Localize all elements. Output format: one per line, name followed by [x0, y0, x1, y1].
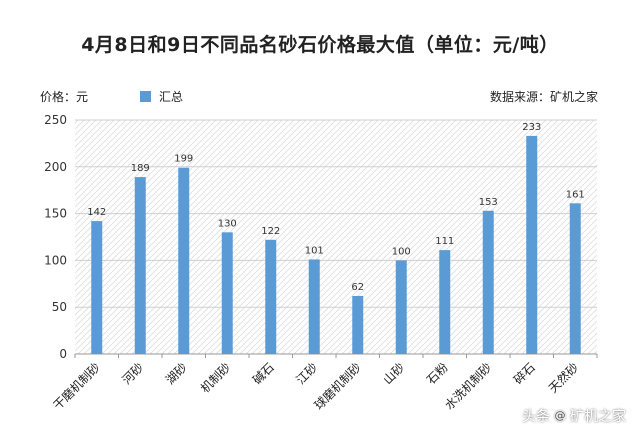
data-label: 233: [522, 122, 541, 133]
at-icon: @: [553, 409, 567, 423]
data-label: 130: [218, 218, 237, 229]
x-tick-label: 天然砂: [545, 360, 581, 396]
x-tick-label: 湖砂: [162, 360, 190, 388]
legend: 汇总: [140, 88, 183, 105]
data-label: 189: [131, 163, 150, 174]
bar: [526, 135, 538, 354]
unit-label: 价格：元: [40, 90, 89, 104]
legend-label: 汇总: [159, 90, 184, 104]
bar: [439, 250, 451, 354]
x-tick-label: 干磨机制砂: [51, 360, 103, 412]
plot-area: [75, 120, 597, 354]
x-tick-label: 机制砂: [198, 360, 233, 395]
bar: [395, 260, 407, 354]
bar: [91, 221, 103, 354]
x-tick-label: 碎石: [510, 360, 538, 388]
x-tick-label: 江砂: [293, 360, 320, 387]
watermark-name: 矿机之家: [570, 409, 626, 425]
data-label: 161: [566, 189, 585, 200]
watermark-prefix: 头条: [522, 409, 550, 425]
x-tick-label: 河砂: [119, 360, 146, 387]
y-tick-label: 50: [52, 300, 67, 314]
bar: [569, 203, 581, 354]
y-tick-label: 150: [44, 207, 67, 221]
bar: [308, 259, 320, 354]
data-label: 142: [87, 207, 106, 218]
y-tick-label: 100: [44, 253, 67, 267]
data-label: 111: [435, 236, 454, 247]
y-tick-label: 200: [44, 160, 67, 174]
bar: [352, 295, 364, 354]
y-tick-label: 0: [59, 347, 67, 361]
data-source: 数据来源：矿机之家: [489, 90, 598, 104]
data-label: 62: [351, 282, 364, 293]
y-tick-label: 250: [44, 113, 67, 127]
chart-title: 4月8日和9日不同品名砂石价格最大值（单位：元/吨）: [81, 34, 559, 56]
bar: [482, 210, 494, 354]
data-label: 122: [261, 226, 280, 237]
x-tick-label: 球磨机制砂: [312, 360, 364, 412]
data-label: 199: [174, 154, 193, 165]
bar: [178, 167, 190, 354]
x-tick-label: 碱石: [250, 360, 277, 387]
bar: [265, 239, 277, 354]
bar: [134, 177, 146, 354]
watermark: 头条 @ 矿机之家: [522, 406, 626, 426]
x-tick-label: 水洗机制砂: [442, 360, 494, 412]
data-label: 101: [305, 245, 324, 256]
legend-swatch: [140, 91, 151, 102]
data-label: 100: [392, 246, 411, 257]
x-tick-label: 石粉: [424, 360, 451, 387]
x-tick-label: 山砂: [380, 360, 407, 387]
bar: [221, 232, 233, 354]
data-label: 153: [479, 197, 498, 208]
